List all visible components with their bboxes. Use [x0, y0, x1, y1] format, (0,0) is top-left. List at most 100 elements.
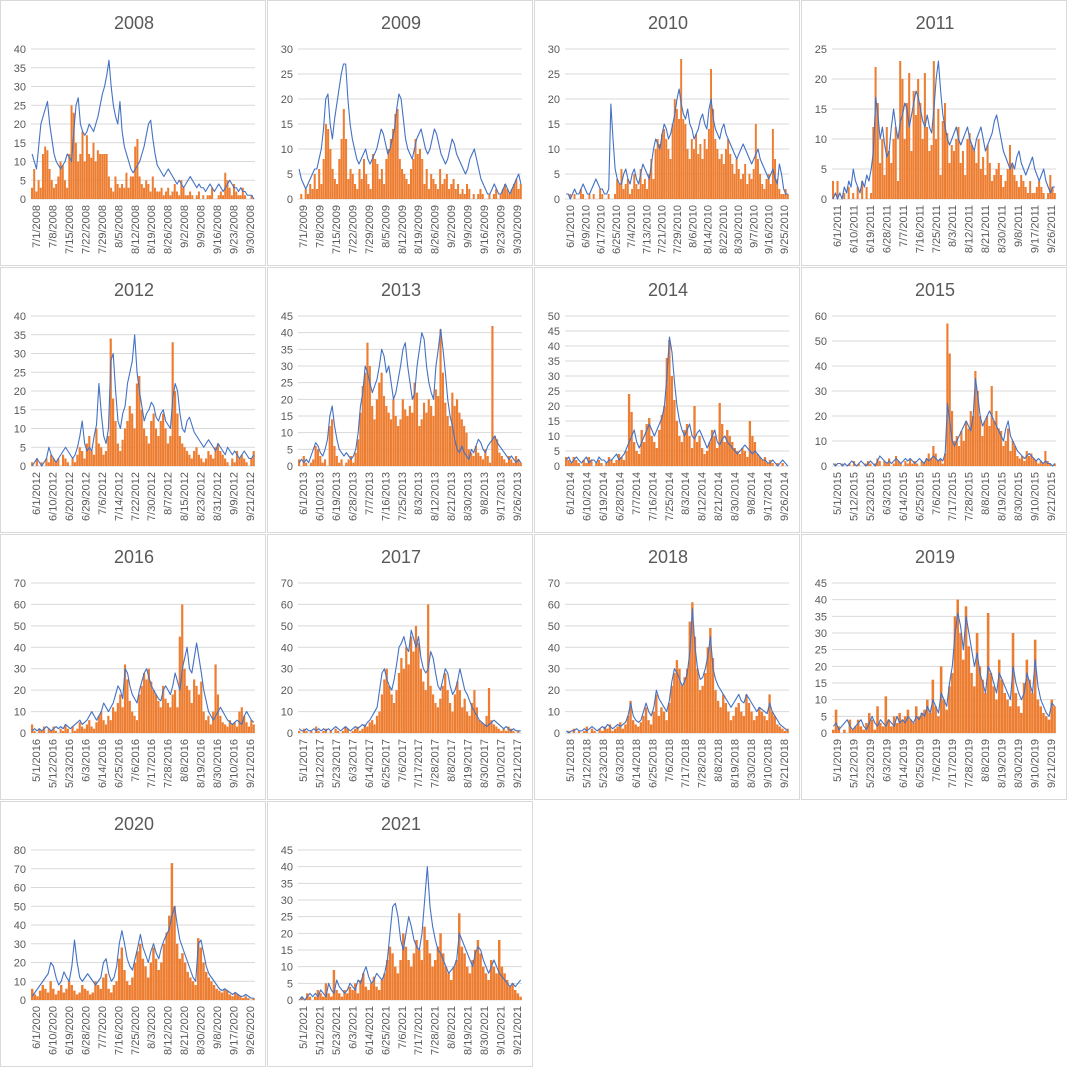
x-tick-label: 9/21/2017	[512, 739, 524, 788]
bar	[39, 187, 42, 199]
x-tick-label: 9/21/2016	[245, 739, 257, 788]
series-line	[31, 334, 255, 467]
bar	[972, 416, 975, 466]
bar	[1017, 187, 1020, 199]
bar	[856, 187, 859, 199]
y-tick-label: 15	[281, 945, 293, 957]
bar	[78, 992, 81, 1000]
bar	[782, 194, 785, 199]
bar	[984, 693, 987, 733]
bar	[134, 146, 137, 199]
x-tick-label: 8/12/2013	[430, 472, 442, 521]
bar	[710, 430, 714, 466]
y-tick-label: 60	[14, 883, 26, 895]
bar	[698, 436, 701, 466]
x-tick-label: 9/10/2017	[496, 739, 508, 788]
y-tick-label: 10	[281, 428, 293, 440]
bar	[648, 418, 651, 466]
bar	[926, 699, 929, 733]
bar	[857, 463, 860, 466]
bar	[401, 169, 404, 199]
bar	[216, 443, 220, 466]
bar	[411, 412, 414, 466]
bar	[129, 176, 132, 199]
bar	[748, 421, 752, 466]
y-tick-label: 20	[815, 661, 827, 673]
bar	[78, 447, 81, 466]
bar	[686, 149, 689, 199]
x-tick-label: 7/7/2014	[631, 472, 643, 515]
bar	[450, 980, 453, 1000]
bar	[704, 673, 707, 733]
x-tick-label: 6/10/2014	[581, 472, 593, 521]
bar	[660, 707, 663, 733]
x-tick-label: 9/17/2020	[229, 1006, 241, 1055]
bar	[499, 194, 502, 199]
bar	[41, 154, 44, 199]
x-tick-label: 9/16/2010	[764, 205, 776, 254]
bar	[773, 715, 776, 733]
bar	[423, 926, 426, 1000]
bar	[597, 460, 601, 466]
bar	[210, 981, 213, 1000]
x-tick-label: 6/25/2015	[914, 472, 926, 521]
y-tick-label: 30	[281, 361, 293, 373]
y-tick-label: 25	[548, 69, 560, 81]
bar	[434, 960, 437, 1000]
bar	[164, 191, 167, 199]
bar	[167, 187, 170, 199]
bar	[876, 103, 879, 199]
bar	[361, 386, 364, 466]
bar	[721, 424, 724, 466]
bar	[650, 159, 653, 199]
bar	[117, 958, 121, 1000]
bar	[598, 728, 601, 733]
bar	[191, 195, 194, 199]
bar	[183, 668, 186, 733]
bar	[389, 139, 392, 199]
bar	[634, 724, 637, 733]
bar	[202, 962, 205, 1000]
y-tick-label: 60	[548, 599, 560, 611]
bar	[450, 184, 453, 199]
bar	[642, 715, 645, 733]
bar	[47, 462, 50, 466]
bar	[434, 389, 437, 466]
bar	[968, 133, 971, 199]
bar	[75, 994, 79, 1001]
bar	[446, 416, 449, 466]
bar	[515, 179, 518, 199]
series-line	[298, 866, 522, 1001]
chart-panel-2021: 2021 0 5 10 15 20 25 30 35 40 45 5/1/2021 5/12/2021 5…	[267, 801, 533, 1067]
bar	[114, 176, 117, 199]
bar	[1032, 458, 1035, 466]
bar	[107, 436, 110, 466]
bar	[964, 175, 967, 199]
bar	[109, 720, 112, 733]
bar	[667, 149, 670, 199]
bar	[92, 454, 96, 466]
bar	[239, 996, 242, 1000]
bar	[154, 694, 158, 733]
bar	[340, 996, 344, 1000]
x-tick-label: 7/6/2019	[931, 739, 943, 782]
x-tick-label: 6/9/2010	[580, 205, 592, 248]
bar	[204, 458, 208, 466]
chart-title: 2018	[648, 547, 688, 567]
bar	[878, 461, 881, 466]
bar	[920, 461, 923, 466]
bar	[347, 459, 350, 466]
bar	[336, 184, 339, 199]
bar	[934, 706, 937, 733]
x-tick-label: 9/21/2019	[1046, 739, 1058, 788]
bar	[128, 700, 131, 733]
chart-title: 2009	[381, 13, 421, 33]
bar	[484, 449, 487, 466]
bar	[582, 460, 585, 466]
x-tick-label: 7/16/2014	[647, 472, 659, 521]
bar	[723, 442, 726, 466]
bar	[655, 448, 658, 466]
bar	[1031, 693, 1034, 733]
bar	[413, 382, 416, 466]
x-tick-label: 9/2/2009	[446, 205, 458, 248]
